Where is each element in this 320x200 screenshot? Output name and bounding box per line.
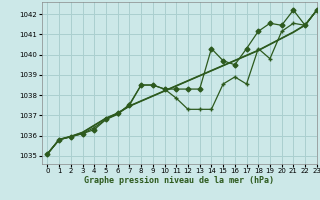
X-axis label: Graphe pression niveau de la mer (hPa): Graphe pression niveau de la mer (hPa) [84, 176, 274, 185]
